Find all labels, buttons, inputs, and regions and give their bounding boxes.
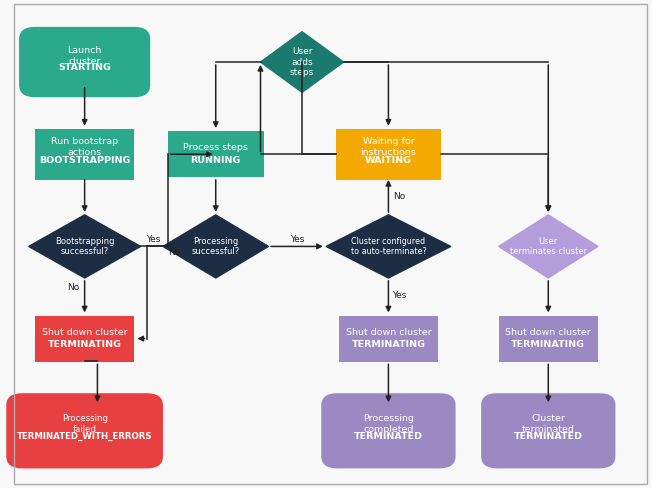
FancyBboxPatch shape — [321, 393, 456, 468]
Text: Cluster
terminated: Cluster terminated — [522, 414, 574, 434]
FancyBboxPatch shape — [7, 393, 163, 468]
Text: Yes: Yes — [146, 235, 160, 244]
Text: Shut down cluster: Shut down cluster — [505, 327, 591, 337]
Polygon shape — [326, 215, 451, 278]
Text: User
terminates cluster: User terminates cluster — [510, 237, 587, 256]
FancyBboxPatch shape — [35, 316, 134, 362]
Text: BOOTSTRAPPING: BOOTSTRAPPING — [39, 156, 130, 165]
FancyBboxPatch shape — [168, 131, 263, 177]
Text: TERMINATING: TERMINATING — [511, 340, 585, 349]
Text: Yes: Yes — [289, 235, 304, 244]
FancyBboxPatch shape — [35, 129, 134, 180]
Polygon shape — [261, 32, 344, 92]
Polygon shape — [163, 215, 269, 278]
FancyBboxPatch shape — [481, 393, 615, 468]
Text: Cluster configured
to auto-terminate?: Cluster configured to auto-terminate? — [351, 237, 426, 256]
Text: TERMINATED: TERMINATED — [354, 432, 423, 441]
Text: Process steps: Process steps — [183, 143, 248, 152]
Text: Yes: Yes — [392, 291, 406, 301]
Text: Shut down cluster: Shut down cluster — [42, 327, 128, 337]
Text: Processing
failed: Processing failed — [62, 414, 108, 434]
Text: RUNNING: RUNNING — [190, 156, 241, 164]
Text: No: No — [168, 248, 181, 257]
Text: TERMINATING: TERMINATING — [351, 340, 425, 349]
Text: No: No — [67, 283, 80, 292]
Text: Launch
cluster: Launch cluster — [67, 46, 102, 66]
Text: TERMINATED: TERMINATED — [514, 432, 583, 441]
Text: No: No — [393, 192, 406, 202]
FancyBboxPatch shape — [339, 316, 438, 362]
Text: TERMINATED_WITH_ERRORS: TERMINATED_WITH_ERRORS — [17, 432, 153, 441]
Text: Run bootstrap
actions: Run bootstrap actions — [51, 138, 118, 157]
Text: Waiting for
instructions: Waiting for instructions — [361, 138, 416, 157]
FancyBboxPatch shape — [336, 129, 441, 180]
Text: User
adds
steps: User adds steps — [290, 47, 314, 77]
Text: STARTING: STARTING — [58, 63, 111, 72]
FancyBboxPatch shape — [499, 316, 598, 362]
Text: Processing
successful?: Processing successful? — [192, 237, 240, 256]
Polygon shape — [499, 215, 598, 278]
Text: Shut down cluster: Shut down cluster — [346, 327, 431, 337]
Text: Processing
completed: Processing completed — [363, 414, 414, 434]
Text: TERMINATING: TERMINATING — [48, 340, 122, 349]
Text: WAITING: WAITING — [365, 156, 412, 165]
Polygon shape — [29, 215, 141, 278]
FancyBboxPatch shape — [19, 27, 150, 97]
Text: Bootstrapping
successful?: Bootstrapping successful? — [55, 237, 114, 256]
